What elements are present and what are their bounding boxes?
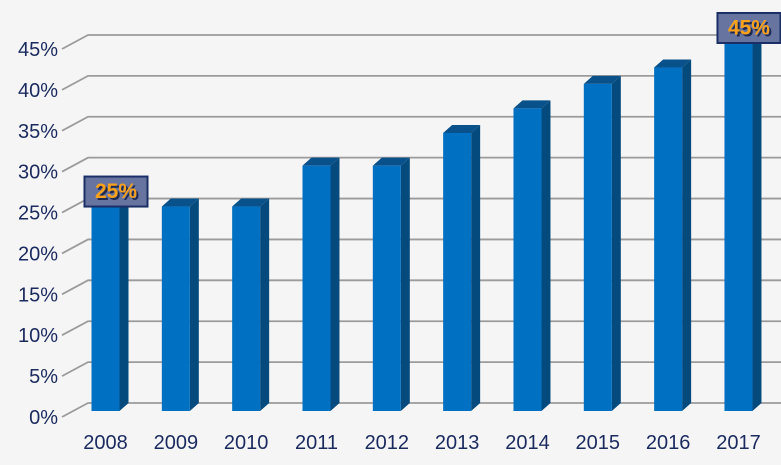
- x-tick-label-2014: 2014: [505, 432, 550, 454]
- bar-2014: [513, 100, 551, 411]
- data-label-box-2008: [83, 175, 149, 208]
- x-tick-label-2010: 2010: [224, 432, 269, 454]
- x-tick-label-2011: 2011: [295, 432, 338, 454]
- y-tick-label-5%: 5%: [29, 366, 58, 388]
- x-tick-label-2008: 2008: [83, 432, 128, 454]
- bar-front-face-2009: [161, 206, 190, 411]
- bar-top-face-2009: [161, 198, 199, 207]
- x-tick-label-2015: 2015: [576, 432, 621, 454]
- bar-top-face-2013: [443, 124, 481, 133]
- y-tick-label-40%: 40%: [18, 80, 58, 102]
- bar-side-face-2014: [541, 100, 551, 411]
- bar-side-face-2012: [400, 157, 410, 411]
- y-tick-label-25%: 25%: [18, 203, 58, 225]
- y-tick-label-30%: 30%: [18, 162, 58, 184]
- bar-side-face-2011: [330, 157, 340, 411]
- bar-front-face-2008: [91, 206, 120, 411]
- bar-side-face-2015: [611, 75, 621, 411]
- gridline-45%: [61, 34, 781, 50]
- bar-2012: [372, 157, 410, 411]
- bar-front-face-2017: [724, 42, 753, 412]
- bar-top-face-2011: [302, 157, 340, 166]
- x-tick-label-2017: 2017: [716, 432, 761, 454]
- bar-2017: [724, 34, 762, 412]
- bar-front-face-2015: [583, 83, 612, 411]
- bar-top-face-2014: [513, 100, 551, 109]
- y-tick-label-35%: 35%: [18, 121, 58, 143]
- y-tick-label-0%: 0%: [29, 407, 58, 429]
- x-tick-label-2012: 2012: [365, 432, 410, 454]
- bar-side-face-2010: [260, 198, 270, 411]
- bar-side-face-2009: [189, 198, 199, 411]
- x-tick-label-2009: 2009: [154, 432, 199, 454]
- bar-side-face-2017: [752, 34, 762, 412]
- y-tick-label-10%: 10%: [18, 325, 58, 347]
- data-label-box-2017: [716, 11, 781, 44]
- data-label-2017: 45%45%: [716, 11, 781, 44]
- data-label-text-shadow-2017: 45%: [730, 18, 772, 41]
- bar-2009: [161, 198, 199, 411]
- bar-top-face-2010: [232, 198, 270, 207]
- y-tick-label-15%: 15%: [18, 284, 58, 306]
- bar-front-face-2013: [443, 132, 472, 411]
- bar-2013: [443, 124, 481, 411]
- data-label-text-2017: 45%: [728, 16, 770, 39]
- bar-2015: [583, 75, 621, 411]
- bar-front-face-2016: [654, 67, 683, 412]
- bar-side-face-2016: [682, 59, 692, 412]
- bar-top-face-2016: [654, 59, 692, 68]
- bar-top-face-2015: [583, 75, 621, 84]
- gridline-40%: [61, 74, 781, 91]
- x-tick-label-2016: 2016: [646, 432, 691, 454]
- bar-2010: [232, 198, 270, 411]
- x-tick-label-2013: 2013: [435, 432, 480, 454]
- bar-side-face-2013: [471, 124, 481, 411]
- bar-front-face-2012: [372, 165, 401, 411]
- bar-front-face-2014: [513, 108, 542, 411]
- bar-2016: [654, 59, 692, 412]
- y-tick-label-45%: 45%: [18, 39, 58, 61]
- data-label-2008: 25%25%: [83, 175, 149, 208]
- bar-2008: [91, 198, 129, 411]
- data-label-text-shadow-2008: 25%: [97, 182, 139, 205]
- bar-top-face-2012: [372, 157, 410, 166]
- bar-front-face-2011: [302, 165, 331, 411]
- y-tick-label-20%: 20%: [18, 243, 58, 265]
- data-label-text-2008: 25%: [95, 180, 137, 203]
- bar-front-face-2010: [232, 206, 261, 411]
- bar-side-face-2008: [119, 198, 129, 411]
- bar-2011: [302, 157, 340, 411]
